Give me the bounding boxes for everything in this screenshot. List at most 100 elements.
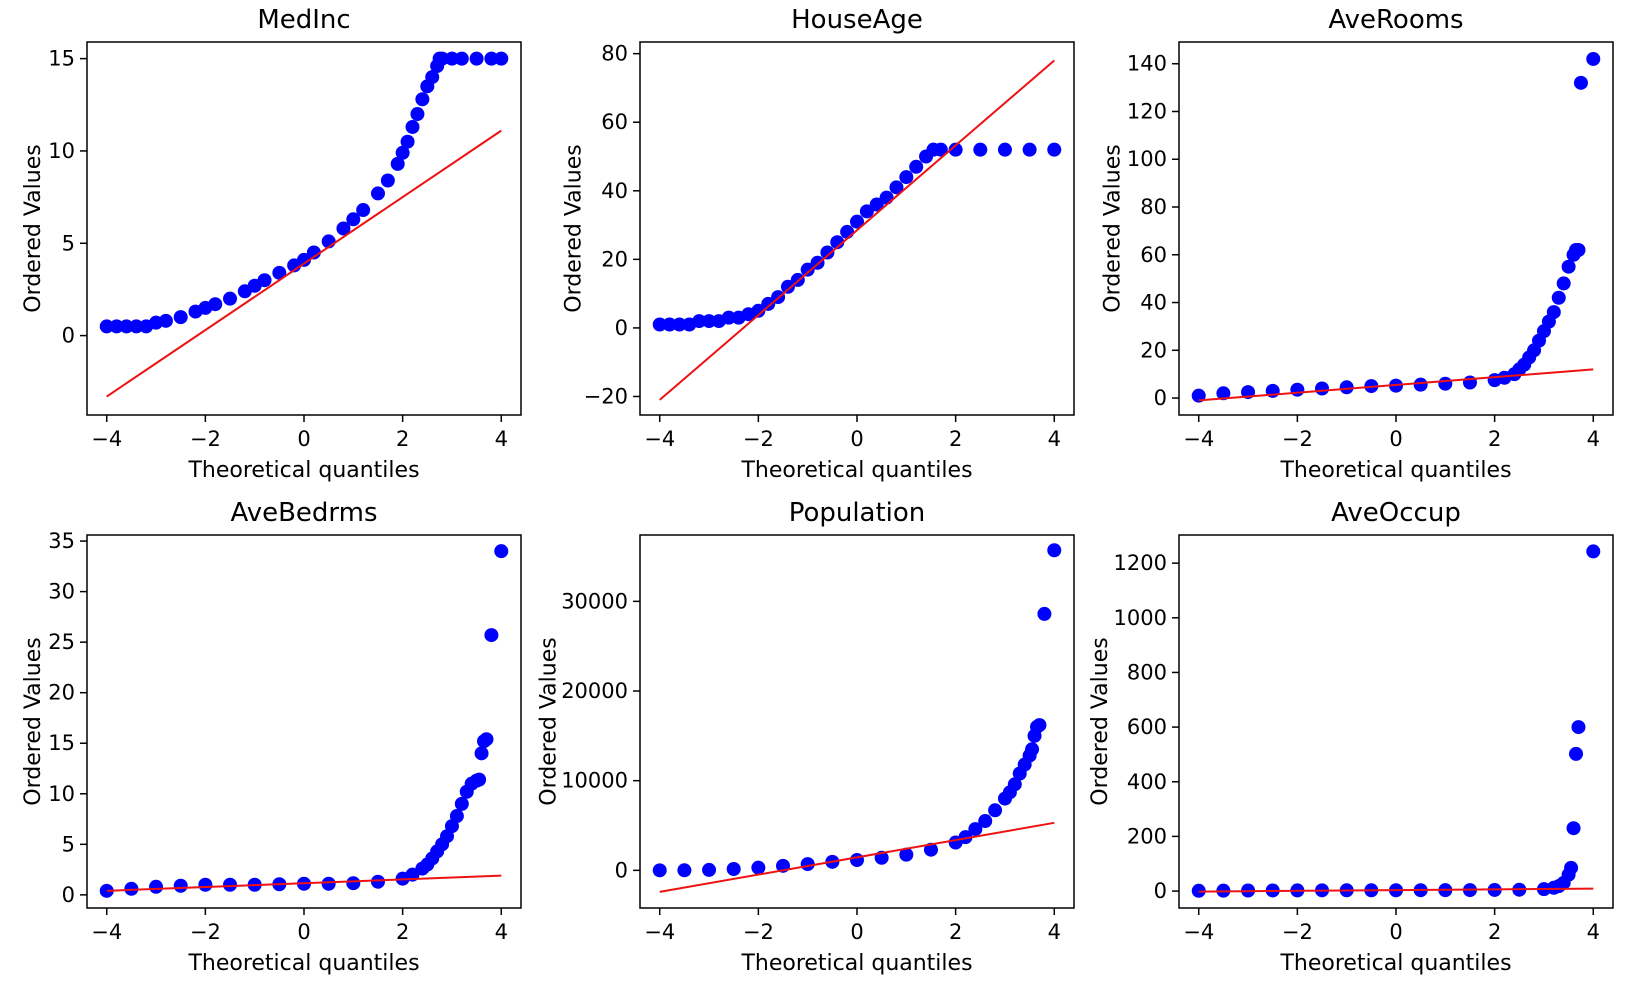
data-point: [208, 297, 223, 312]
y-tick-label: 80: [601, 42, 628, 66]
data-point: [336, 221, 351, 236]
data-point: [198, 877, 213, 892]
data-point: [410, 107, 425, 122]
data-point: [1047, 142, 1062, 157]
data-point: [173, 310, 188, 325]
y-axis-label: Ordered Values: [21, 637, 46, 805]
data-point: [484, 628, 499, 643]
data-point: [370, 186, 385, 201]
y-tick-label: 0: [615, 316, 628, 340]
data-point: [472, 772, 487, 787]
data-point: [1413, 377, 1428, 392]
panel-title: Population: [789, 498, 926, 528]
y-tick-label: 600: [1127, 715, 1167, 739]
x-axis-label: Theoretical quantiles: [740, 458, 972, 483]
y-tick-label: 80: [1140, 195, 1167, 219]
data-point: [297, 252, 311, 267]
data-point: [889, 180, 904, 195]
y-tick-label: −20: [584, 384, 628, 408]
data-point: [1438, 376, 1453, 391]
data-point: [1037, 606, 1052, 621]
x-tick-label: 0: [1389, 427, 1402, 451]
data-point: [820, 245, 835, 260]
data-point: [415, 92, 430, 107]
data-point: [988, 803, 1003, 818]
y-tick-label: 0: [1154, 386, 1167, 410]
y-tick-label: 35: [48, 529, 75, 553]
y-axis-label: Ordered Values: [562, 144, 587, 312]
data-point: [405, 119, 420, 134]
x-tick-label: 4: [1048, 920, 1061, 944]
data-point: [1586, 544, 1601, 559]
x-tick-label: 0: [850, 427, 863, 451]
data-point: [1546, 305, 1561, 320]
x-tick-label: −2: [743, 427, 774, 451]
y-tick-label: 40: [1140, 291, 1167, 315]
y-tick-label: 20: [1140, 338, 1167, 362]
qq-panel-averooms: AveRooms−4 −2 0 2 4020406080100120140Theoret…: [1101, 5, 1614, 483]
x-axis-label: Theoretical quantiles: [740, 951, 972, 976]
data-point: [494, 544, 509, 559]
y-tick-label: 140: [1127, 52, 1167, 76]
data-point: [1569, 746, 1584, 761]
data-point: [223, 291, 238, 306]
data-point: [454, 51, 469, 66]
qq-panel-avebedrms: AveBedrms −4 −2 0 2 4 0 5 10 15 20 25 30 35 Theoretica…: [21, 498, 522, 976]
data-point: [454, 796, 469, 811]
x-tick-label: 0: [297, 427, 310, 451]
panel-title: AveRooms: [1328, 5, 1463, 35]
x-axis-label: Theoretical quantiles: [1279, 458, 1511, 483]
y-tick-label: 20000: [561, 679, 628, 703]
data-point: [1025, 742, 1040, 757]
data-point: [1032, 718, 1047, 733]
data-point: [1556, 276, 1571, 291]
data-point: [1290, 382, 1305, 397]
y-tick-label: 200: [1127, 824, 1167, 848]
data-point: [129, 319, 144, 334]
data-point: [721, 310, 736, 325]
data-point: [978, 814, 993, 829]
data-point: [1586, 51, 1601, 66]
data-point: [850, 214, 864, 229]
y-tick-label: 400: [1127, 770, 1167, 794]
x-tick-label: 0: [297, 920, 310, 944]
data-point: [494, 51, 509, 66]
data-point: [672, 317, 687, 332]
data-point: [272, 265, 287, 280]
data-point: [1462, 375, 1477, 390]
data-point: [1022, 142, 1037, 157]
data-point: [948, 142, 963, 157]
x-tick-label: 0: [1389, 920, 1402, 944]
data-point: [1566, 821, 1581, 836]
y-tick-label: 0: [1154, 879, 1167, 903]
x-tick-label: −2: [190, 427, 221, 451]
x-tick-label: 4: [495, 427, 508, 451]
data-point: [1573, 75, 1588, 90]
x-tick-label: −4: [1183, 920, 1214, 944]
x-tick-label: −2: [1282, 427, 1313, 451]
data-point: [158, 313, 173, 328]
data-point: [751, 860, 766, 875]
y-tick-label: 1200: [1114, 551, 1167, 575]
x-tick-label: −2: [743, 920, 774, 944]
x-axis-label: Theoretical quantiles: [1279, 951, 1511, 976]
qq-panel-aveoccup: AveOccup −4 −2 0 2 4 0 200 400 600 800 1000 1200 Theo…: [1088, 498, 1614, 976]
data-point: [909, 159, 924, 174]
data-point: [469, 51, 484, 66]
x-tick-label: 4: [1587, 920, 1600, 944]
y-tick-label: 25: [48, 630, 75, 654]
y-tick-label: 15: [48, 731, 75, 755]
data-point: [958, 830, 973, 845]
data-point: [1561, 259, 1576, 274]
data-point: [702, 314, 717, 329]
data-point: [840, 224, 855, 239]
data-point: [761, 296, 776, 311]
y-tick-label: 0: [62, 883, 75, 907]
y-tick-label: 60: [601, 110, 628, 134]
y-tick-label: 10000: [561, 769, 628, 793]
data-point: [859, 204, 874, 219]
data-points: [1191, 51, 1601, 403]
x-tick-label: −4: [1183, 427, 1214, 451]
data-points: [99, 544, 509, 898]
